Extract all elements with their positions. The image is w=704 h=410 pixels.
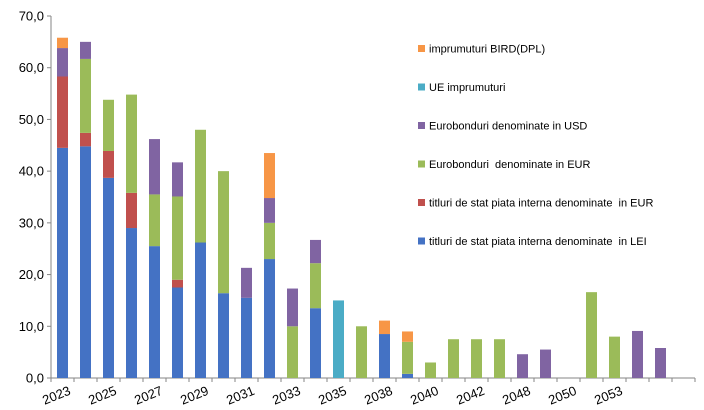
legend: imprumuturi BIRD(DPL) UE imprumuturi Eurob… xyxy=(418,44,653,248)
legend-swatch xyxy=(418,199,425,206)
x-tick-label: 2053 xyxy=(592,383,624,408)
y-axis: 0,0 10,0 20,0 30,0 40,0 50,0 60,0 70,0 xyxy=(19,9,52,386)
bar-segment-2052-series-3 xyxy=(655,348,666,378)
bar-segment-2038-series-2 xyxy=(402,341,413,374)
bar-segment-2026-series-2 xyxy=(126,94,137,193)
legend-label: Eurobonduri denominate in EUR xyxy=(429,159,590,171)
x-tick-label: 2050 xyxy=(546,383,578,408)
y-tick-label: 30,0 xyxy=(19,215,44,230)
bar-segment-2027-series-2 xyxy=(149,194,160,247)
legend-swatch xyxy=(418,45,425,52)
bar-segment-2030-series-0 xyxy=(218,293,229,378)
bar-segment-2025-series-1 xyxy=(103,150,114,178)
bar-segment-2041-series-2 xyxy=(471,339,482,378)
bar-segment-2029-series-0 xyxy=(195,242,206,378)
bar-segment-2026-series-1 xyxy=(126,192,137,229)
bar-segment-2027-series-3 xyxy=(149,139,160,195)
bar-segment-2031-series-3 xyxy=(241,267,252,298)
bar-segment-2033-series-2 xyxy=(287,326,298,378)
bar-segment-2023-series-1 xyxy=(57,76,68,148)
bar-segment-2033-series-3 xyxy=(287,288,298,327)
bar-segment-2044-series-3 xyxy=(540,349,551,378)
bar-segment-2039-series-2 xyxy=(425,362,436,378)
x-axis: 2023 2025 2027 2029 2031 2033 2035 2038 2040 2042… xyxy=(40,377,696,408)
bar-segment-2042-series-2 xyxy=(494,339,505,378)
legend-swatch xyxy=(418,160,425,168)
x-tick-label: 2027 xyxy=(132,383,164,408)
x-tick-label: 2038 xyxy=(362,383,394,408)
legend-label: titluri de stat piata interna denominate… xyxy=(429,198,653,210)
bar-segment-2032-series-0 xyxy=(264,259,275,378)
bar-segment-2023-series-0 xyxy=(57,147,68,378)
x-tick-label: 2029 xyxy=(178,383,210,408)
bar-segment-2024-series-0 xyxy=(80,146,91,378)
bar-segment-2027-series-0 xyxy=(149,246,160,378)
bar-segment-2025-series-2 xyxy=(103,99,114,151)
bar-segment-2028-series-3 xyxy=(172,162,183,197)
bar-segment-2024-series-2 xyxy=(80,58,91,133)
y-tick-label: 40,0 xyxy=(19,164,44,179)
bar-segment-2028-series-1 xyxy=(172,279,183,288)
bar-segment-2040-series-2 xyxy=(448,339,459,378)
bar-segment-2028-series-2 xyxy=(172,196,183,280)
x-tick-label: 2025 xyxy=(86,383,118,408)
bar-segment-2049-series-2 xyxy=(586,292,597,378)
bar-segment-2023-series-3 xyxy=(57,48,68,77)
bar-segment-2030-series-2 xyxy=(218,171,229,294)
y-tick-label: 0,0 xyxy=(26,371,44,386)
x-tick-label: 2048 xyxy=(500,383,532,408)
bar-segment-2026-series-0 xyxy=(126,228,137,378)
bar-segment-2038-series-0 xyxy=(402,373,413,378)
x-tick-label: 2033 xyxy=(270,383,302,408)
x-tick-label: 2040 xyxy=(408,383,440,408)
bar-segment-2032-series-2 xyxy=(264,222,275,260)
y-tick-label: 60,0 xyxy=(19,60,44,75)
legend-label: imprumuturi BIRD(DPL) xyxy=(429,44,545,56)
x-tick-label: 2035 xyxy=(316,383,348,408)
bar-segment-2034-series-3 xyxy=(310,239,321,264)
bar-segment-2051-series-3 xyxy=(632,330,643,378)
x-tick-label: 2042 xyxy=(454,383,486,408)
y-tick-label: 20,0 xyxy=(19,267,44,282)
bar-segment-2032-series-5 xyxy=(264,153,275,199)
x-tick-label: 2023 xyxy=(40,383,72,408)
bar-segment-2037-series-5 xyxy=(379,320,390,335)
bar-segment-2035-series-4 xyxy=(333,300,344,378)
legend-label: Eurobonduri denominate in USD xyxy=(429,121,587,133)
y-tick-label: 10,0 xyxy=(19,319,44,334)
bar-segment-2037-series-0 xyxy=(379,334,390,378)
legend-label: titluri de stat piata interna denominate… xyxy=(429,236,647,248)
bars xyxy=(57,37,666,378)
x-tick-label: 2031 xyxy=(224,383,256,408)
bar-segment-2043-series-3 xyxy=(517,354,528,378)
legend-swatch xyxy=(418,237,425,245)
legend-label: UE imprumuturi xyxy=(429,82,505,94)
bar-segment-2038-series-5 xyxy=(402,331,413,342)
legend-swatch xyxy=(418,83,425,91)
bar-segment-2034-series-0 xyxy=(310,308,321,378)
y-tick-label: 50,0 xyxy=(19,112,44,127)
bar-segment-2029-series-2 xyxy=(195,129,206,243)
bar-segment-2028-series-0 xyxy=(172,287,183,378)
bar-segment-2031-series-0 xyxy=(241,297,252,378)
bar-segment-2050-series-2 xyxy=(609,336,620,378)
y-tick-label: 70,0 xyxy=(19,9,44,24)
bar-segment-2024-series-3 xyxy=(80,41,91,59)
bar-segment-2025-series-0 xyxy=(103,177,114,378)
bar-segment-2024-series-1 xyxy=(80,132,91,147)
bar-segment-2023-series-5 xyxy=(57,37,68,49)
legend-swatch xyxy=(418,122,425,129)
bar-segment-2032-series-3 xyxy=(264,198,275,223)
bar-segment-2034-series-2 xyxy=(310,263,321,309)
bar-segment-2036-series-2 xyxy=(356,326,367,378)
